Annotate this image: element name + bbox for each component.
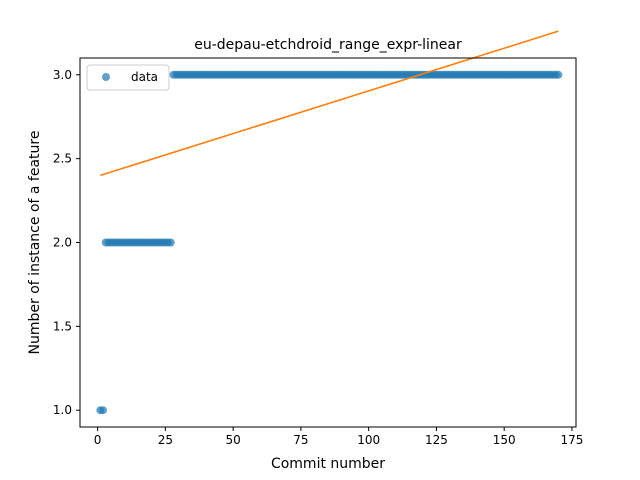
y-tick-label: 2.0 (53, 236, 72, 250)
x-tick-label: 100 (357, 433, 380, 447)
y-tick-label: 3.0 (53, 68, 72, 82)
y-tick-label: 1.0 (53, 403, 72, 417)
x-tick-label: 50 (225, 433, 240, 447)
x-axis: 0 25 50 75 100 125 150 175 (94, 427, 583, 447)
y-axis-label: Number of instance of a feature (27, 131, 43, 355)
x-tick-label: 75 (293, 433, 308, 447)
y-axis: 1.0 1.5 2.0 2.5 3.0 (53, 68, 80, 417)
y-tick-label: 2.5 (53, 152, 72, 166)
x-tick-label: 175 (560, 433, 583, 447)
chart-title: eu-depau-etchdroid_range_expr-linear (194, 37, 462, 53)
plot-area (96, 30, 563, 415)
x-axis-label: Commit number (271, 456, 385, 472)
fit-line (100, 30, 559, 177)
legend-marker-data (102, 73, 110, 81)
x-tick-label: 125 (425, 433, 448, 447)
legend-box (86, 64, 170, 91)
x-tick-label: 0 (94, 433, 102, 447)
data-point (554, 70, 563, 79)
data-point (99, 406, 108, 415)
x-tick-label: 150 (493, 433, 516, 447)
legend-label-data: data (131, 70, 158, 84)
data-point (166, 238, 175, 247)
legend: data (86, 64, 170, 91)
x-tick-label: 25 (158, 433, 173, 447)
y-tick-label: 1.5 (53, 319, 72, 333)
